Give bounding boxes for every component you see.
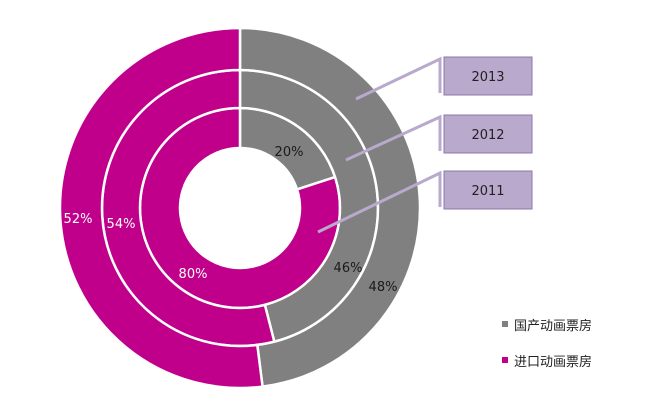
label-imported-2011: 80% <box>179 267 208 282</box>
rings-layer <box>58 26 422 390</box>
slice-domestic-2013 <box>238 26 422 388</box>
year-box-2011 <box>443 170 533 210</box>
label-imported-2013: 52% <box>64 212 93 227</box>
leader-line-2011 <box>317 170 442 234</box>
legend-label-imported: 进口动画票房 <box>514 354 593 370</box>
legend: 国产动画票房 进口动画票房 <box>502 314 642 386</box>
slice-imported-2013 <box>58 26 264 390</box>
label-domestic-2012: 46% <box>334 261 363 276</box>
leader-lines <box>317 56 442 234</box>
year-box-label-2012: 2012 <box>471 128 504 143</box>
data-labels: 20% 80% 46% 54% 48% 52% <box>64 145 398 295</box>
year-box-2012 <box>443 114 533 154</box>
label-domestic-2013: 48% <box>369 280 398 295</box>
year-box-2013 <box>443 56 533 96</box>
legend-item-imported: 进口动画票房 <box>502 350 642 370</box>
year-callouts: 2011 2012 2013 <box>443 56 533 210</box>
legend-label-domestic: 国产动画票房 <box>514 318 593 334</box>
year-box-label-2013: 2013 <box>471 70 504 85</box>
legend-item-domestic: 国产动画票房 <box>502 314 642 334</box>
leader-line-2012 <box>345 114 442 162</box>
year-box-label-2011: 2011 <box>471 184 504 199</box>
label-domestic-2011: 20% <box>275 145 304 160</box>
legend-swatch-domestic <box>502 321 508 327</box>
legend-swatch-imported <box>502 357 508 363</box>
leader-line-2013 <box>355 56 442 101</box>
label-imported-2012: 54% <box>107 217 136 232</box>
